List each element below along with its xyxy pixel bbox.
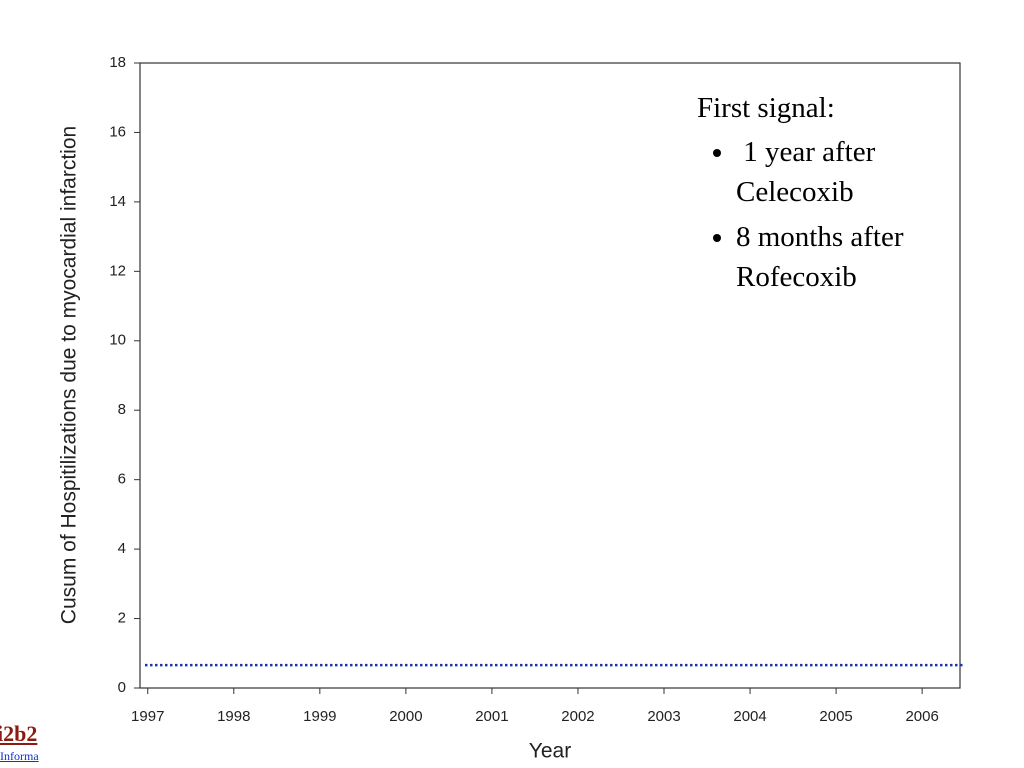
x-tick-label: 2000 bbox=[389, 708, 422, 725]
annotation-list: 1 year after Celecoxib 8 months after Ro… bbox=[697, 132, 909, 297]
x-tick-label: 1998 bbox=[217, 708, 250, 725]
x-tick-label: 2003 bbox=[647, 708, 680, 725]
y-tick-label: 6 bbox=[118, 471, 126, 488]
logo-title[interactable]: i2b2 bbox=[0, 721, 38, 746]
annotation: First signal: 1 year after Celecoxib 8 m… bbox=[697, 88, 909, 302]
y-tick-label: 4 bbox=[118, 540, 126, 557]
y-tick-label: 10 bbox=[109, 332, 126, 349]
x-tick-label: 2006 bbox=[905, 708, 938, 725]
y-axis-label: Cusum of Hospitilizations due to myocard… bbox=[58, 126, 81, 624]
annotation-bullet: 1 year after Celecoxib bbox=[736, 132, 909, 212]
y-tick-label: 8 bbox=[118, 401, 126, 418]
y-tick-label: 2 bbox=[118, 610, 126, 627]
x-tick-label: 2001 bbox=[475, 708, 508, 725]
x-tick-label: 2005 bbox=[819, 708, 852, 725]
y-tick-label: 12 bbox=[109, 262, 126, 279]
plot-frame bbox=[139, 62, 961, 689]
logo-subtitle[interactable]: Informa bbox=[0, 749, 39, 763]
x-tick-label: 2004 bbox=[733, 708, 766, 725]
y-tick-label: 18 bbox=[109, 54, 126, 71]
x-tick-label: 1997 bbox=[131, 708, 164, 725]
x-tick-label: 1999 bbox=[303, 708, 336, 725]
y-tick-label: 14 bbox=[109, 193, 126, 210]
y-tick-label: 16 bbox=[109, 123, 126, 140]
annotation-bullet: 8 months after Rofecoxib bbox=[736, 217, 909, 297]
y-tick-label: 0 bbox=[118, 679, 126, 696]
x-tick-label: 2002 bbox=[561, 708, 594, 725]
annotation-heading: First signal: bbox=[697, 92, 835, 124]
x-axis-label: Year bbox=[529, 740, 571, 763]
